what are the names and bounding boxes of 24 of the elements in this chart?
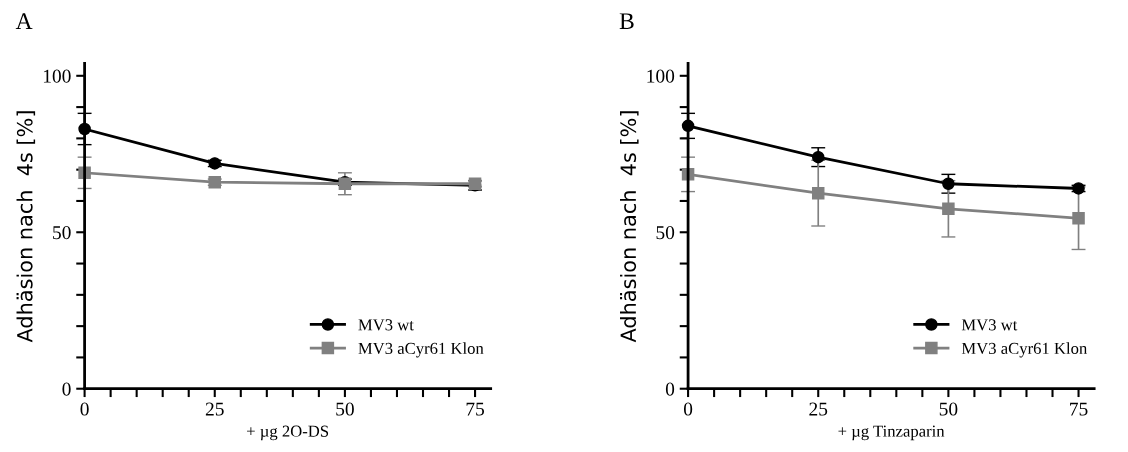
y-tick-label: 0 [62,382,71,396]
y-tick-label: 0 [665,382,675,396]
legend-label: MV3 wt [961,319,1018,331]
x-tick-label: 50 [939,402,958,416]
legend-label: MV3 aCyr61 Klon [961,342,1088,358]
x-tick-label: 0 [683,402,693,416]
y-tick-label: 50 [656,226,675,240]
y-tick-label: 100 [43,69,71,83]
y-tick-label: 100 [647,69,675,83]
x-tick-label: 50 [336,402,354,416]
x-tick-label: 75 [466,402,485,416]
chart-title: A [15,13,33,29]
y-tick-label: 50 [53,226,71,240]
y-axis-title: Adhäsion nach 4s [%] [16,111,36,343]
x-tick-label: 75 [1070,402,1088,416]
x-tick-label: 0 [80,402,89,416]
y-axis-title: Adhäsion nach 4s [%] [620,111,639,343]
x-tick-label: 25 [205,402,224,416]
chart-title: B [619,13,634,29]
x-axis-title: + µg Tinzaparin [838,425,945,441]
legend-label: MV3 wt [358,319,414,331]
x-axis-title: + µg 2O-DS [247,425,329,441]
x-tick-label: 25 [809,402,828,416]
legend-label: MV3 aCyr61 Klon [358,342,484,358]
